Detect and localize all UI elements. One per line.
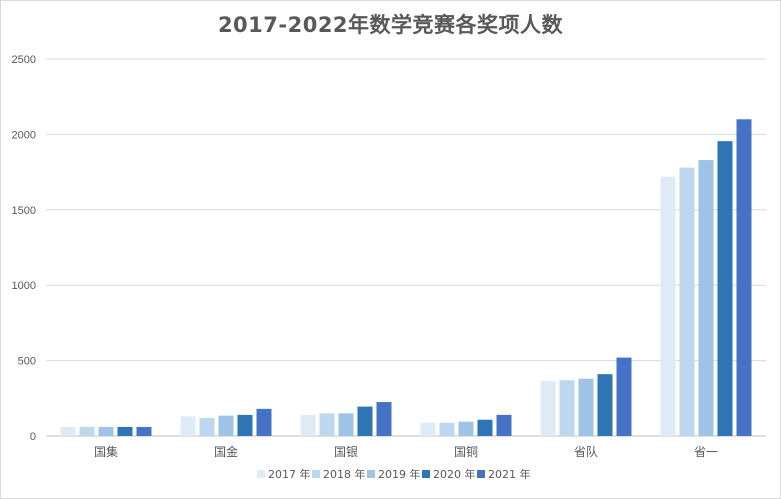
bar — [477, 419, 493, 436]
bar — [597, 374, 613, 436]
x-axis: 国集 国金 国银 国铜 省队 省一 — [94, 444, 718, 459]
bar — [420, 422, 436, 436]
bar — [136, 426, 152, 436]
x-tick-label: 国金 — [214, 444, 238, 459]
bar — [496, 414, 512, 436]
legend-item: 2020 年 — [422, 467, 476, 481]
chart-title: 2017-2022年数学竞赛各奖项人数 — [217, 13, 564, 37]
bar — [540, 380, 556, 436]
legend: 2017 年 2018 年 2019 年 2020 年 2021 年 — [257, 467, 531, 481]
y-tick-label: 1500 — [12, 205, 36, 217]
y-axis: 0 500 1000 1500 2000 2500 — [12, 54, 36, 443]
bar — [559, 380, 575, 436]
bar — [237, 414, 253, 436]
bar — [338, 413, 354, 436]
y-tick-label: 2000 — [12, 129, 36, 141]
bar — [458, 421, 474, 436]
bar — [717, 141, 733, 436]
legend-item: 2021 年 — [477, 467, 531, 481]
legend-label: 2017 年 — [268, 467, 311, 481]
bars — [60, 119, 752, 437]
y-tick-label: 0 — [30, 431, 36, 443]
legend-item: 2018 年 — [312, 467, 366, 481]
bar — [578, 378, 594, 436]
bar — [98, 426, 114, 436]
bar — [439, 422, 455, 436]
bar — [60, 426, 76, 436]
x-tick-label: 省队 — [574, 444, 598, 459]
bar — [300, 414, 316, 436]
x-tick-label: 省一 — [694, 445, 718, 459]
legend-item: 2019 年 — [367, 467, 421, 481]
y-tick-label: 2500 — [12, 54, 36, 66]
legend-label: 2019 年 — [378, 467, 421, 481]
y-tick-label: 500 — [18, 356, 36, 368]
x-tick-label: 国银 — [334, 445, 358, 459]
y-tick-label: 1000 — [12, 280, 36, 292]
legend-label: 2021 年 — [488, 467, 531, 481]
legend-label: 2020 年 — [433, 467, 476, 481]
bar — [698, 160, 714, 436]
bar — [79, 426, 95, 436]
bar — [319, 413, 335, 436]
legend-label: 2018 年 — [323, 467, 366, 481]
bar — [660, 176, 676, 436]
gridlines — [46, 58, 766, 437]
bar — [199, 417, 215, 436]
legend-swatch — [312, 470, 320, 478]
bar — [376, 402, 392, 436]
legend-swatch — [367, 470, 375, 478]
bar — [616, 357, 632, 436]
bar — [218, 415, 234, 436]
bar — [357, 406, 373, 436]
bar — [180, 416, 196, 436]
legend-item: 2017 年 — [257, 467, 311, 481]
bar — [679, 167, 695, 437]
legend-swatch — [257, 470, 265, 478]
bar — [117, 426, 133, 436]
bar — [256, 408, 272, 436]
bar — [736, 119, 752, 436]
legend-swatch — [422, 470, 430, 478]
x-tick-label: 国铜 — [454, 444, 478, 459]
x-tick-label: 国集 — [94, 444, 118, 459]
legend-swatch — [477, 470, 485, 478]
